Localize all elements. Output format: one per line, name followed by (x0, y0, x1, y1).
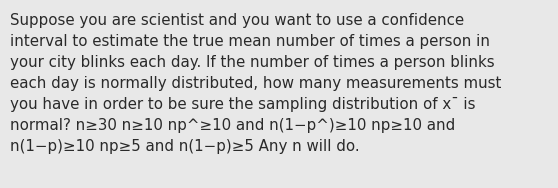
Text: Suppose you are scientist and you want to use a confidence
interval to estimate : Suppose you are scientist and you want t… (10, 13, 502, 154)
